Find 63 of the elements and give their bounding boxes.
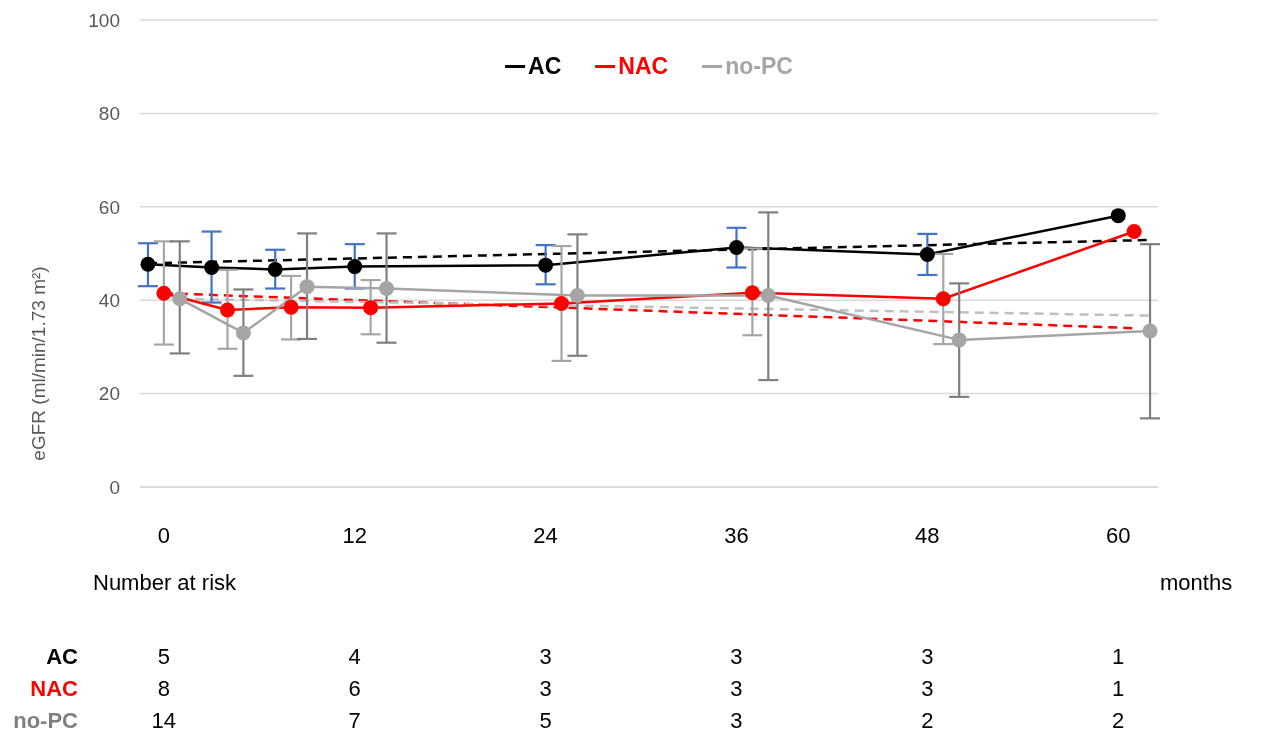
point xyxy=(1110,208,1126,224)
point xyxy=(204,260,220,276)
y-tick-label: 20 xyxy=(98,383,120,405)
text: 6 xyxy=(347,676,362,702)
x-tick-label: 60 xyxy=(1105,522,1131,548)
point xyxy=(569,288,585,304)
legend-label: no-PC xyxy=(724,53,793,80)
text: 3 xyxy=(920,644,935,670)
y-tick-label: 100 xyxy=(88,9,120,31)
x-tick-label: 36 xyxy=(724,522,749,548)
text: 3 xyxy=(729,644,744,670)
point xyxy=(1142,323,1158,339)
x-tick-label: 24 xyxy=(533,522,558,548)
x-tick-label: 0 xyxy=(157,522,170,548)
text: no-PC xyxy=(13,708,78,734)
point xyxy=(1126,224,1142,240)
point xyxy=(744,285,760,301)
text: 3 xyxy=(729,708,744,734)
point xyxy=(140,256,156,272)
y-axis-title: eGFR (ml/min/1.73 m²) xyxy=(27,266,49,461)
text: 7 xyxy=(347,708,362,734)
text: 3 xyxy=(729,676,744,702)
point xyxy=(935,291,951,307)
point xyxy=(283,299,299,315)
y-tick-label: 60 xyxy=(98,196,120,218)
text: 5 xyxy=(538,708,553,734)
point xyxy=(919,246,935,262)
text: 2 xyxy=(920,708,935,734)
y-tick-label: 80 xyxy=(98,103,120,125)
legend-label: AC xyxy=(527,53,562,80)
text: 3 xyxy=(920,676,935,702)
point xyxy=(156,285,172,301)
text: AC xyxy=(46,644,78,670)
point xyxy=(235,325,251,341)
point xyxy=(267,261,283,277)
x-tick-label: 12 xyxy=(342,522,367,548)
text: 4 xyxy=(347,644,362,670)
legend-label: NAC xyxy=(617,53,669,80)
point xyxy=(554,295,570,311)
text: NAC xyxy=(30,676,78,702)
point xyxy=(538,257,554,273)
text: 14 xyxy=(150,708,178,734)
point xyxy=(760,288,776,304)
y-tick-label: 0 xyxy=(109,476,120,498)
text: 3 xyxy=(538,676,553,702)
point xyxy=(347,259,363,275)
point xyxy=(299,279,315,295)
point xyxy=(219,302,235,318)
point xyxy=(951,332,967,348)
text: 8 xyxy=(156,676,171,702)
point xyxy=(172,291,188,307)
text: 1 xyxy=(1111,676,1126,702)
text: 5 xyxy=(156,644,171,670)
x-tick-label: 48 xyxy=(915,522,940,548)
text: 1 xyxy=(1111,644,1126,670)
point xyxy=(379,281,395,297)
text: 3 xyxy=(538,644,553,670)
text: 2 xyxy=(1111,708,1126,734)
point xyxy=(728,239,744,255)
y-tick-label: 40 xyxy=(98,289,120,311)
point xyxy=(363,300,379,316)
text: months xyxy=(1160,570,1233,596)
text: Number at risk xyxy=(93,570,237,596)
